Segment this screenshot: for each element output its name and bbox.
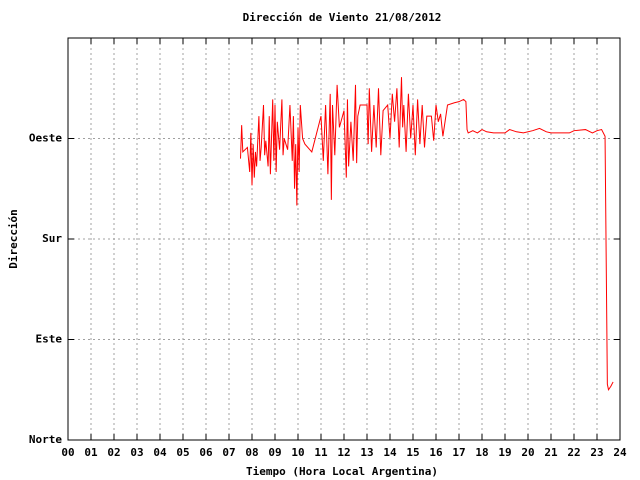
x-tick-label: 23 — [590, 446, 603, 459]
x-tick-label: 14 — [383, 446, 397, 459]
x-tick-label: 19 — [498, 446, 511, 459]
x-tick-label: 00 — [61, 446, 74, 459]
x-tick-label: 08 — [245, 446, 258, 459]
x-tick-label: 07 — [222, 446, 235, 459]
plot-frame — [67, 37, 621, 441]
x-tick-label: 16 — [429, 446, 443, 459]
x-tick-label: 12 — [337, 446, 350, 459]
x-tick-label: 02 — [107, 446, 120, 459]
x-tick-label: 17 — [452, 446, 465, 459]
x-tick-label: 10 — [291, 446, 304, 459]
x-tick-label: 05 — [176, 446, 189, 459]
y-tick-label: Oeste — [29, 132, 62, 145]
y-tick-label: Norte — [29, 433, 62, 446]
x-tick-label: 03 — [130, 446, 143, 459]
y-tick-label: Sur — [42, 232, 62, 245]
x-tick-label: 18 — [475, 446, 488, 459]
chart-title: Dirección de Viento 21/08/2012 — [243, 11, 442, 24]
x-tick-label: 24 — [613, 446, 627, 459]
x-tick-label: 13 — [360, 446, 373, 459]
x-tick-label: 22 — [567, 446, 580, 459]
x-tick-label: 09 — [268, 446, 281, 459]
x-tick-label: 06 — [199, 446, 213, 459]
x-tick-label: 04 — [153, 446, 167, 459]
y-tick-label: Este — [36, 333, 63, 346]
data-line — [240, 77, 614, 392]
x-tick-label: 01 — [84, 446, 98, 459]
x-tick-label: 20 — [521, 446, 534, 459]
x-tick-label: 21 — [544, 446, 558, 459]
y-axis-label: Dirección — [7, 209, 20, 269]
x-tick-label: 15 — [406, 446, 419, 459]
x-axis-label: Tiempo (Hora Local Argentina) — [246, 465, 438, 478]
x-tick-label: 11 — [314, 446, 328, 459]
